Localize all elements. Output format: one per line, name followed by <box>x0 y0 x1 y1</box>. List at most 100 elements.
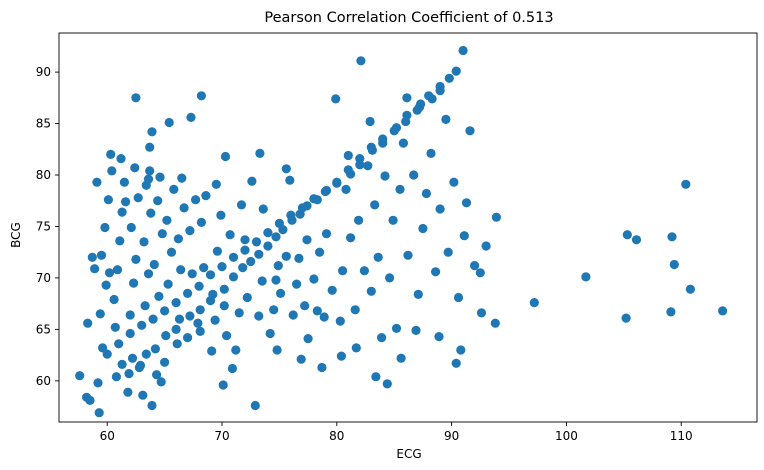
x-tick-label: 100 <box>555 429 578 443</box>
data-point <box>183 288 193 298</box>
data-point <box>166 247 177 257</box>
data-point <box>240 245 250 255</box>
data-point <box>332 177 342 187</box>
data-point <box>309 194 319 204</box>
data-point <box>121 197 131 207</box>
y-axis-label: BCG <box>9 222 23 248</box>
data-point <box>236 200 247 210</box>
data-point <box>343 165 353 175</box>
data-point <box>288 310 298 320</box>
data-point <box>398 138 408 148</box>
data-point <box>312 306 322 316</box>
data-point <box>119 177 129 187</box>
data-point <box>150 344 160 354</box>
data-point <box>669 259 679 270</box>
data-point <box>382 379 392 389</box>
data-point <box>110 322 120 332</box>
data-point <box>111 372 121 382</box>
x-tick-label: 110 <box>670 429 693 443</box>
data-point <box>208 289 218 299</box>
data-point <box>211 179 221 189</box>
data-point <box>199 263 209 273</box>
data-point <box>331 94 341 104</box>
data-point <box>378 134 388 144</box>
data-point <box>456 345 466 355</box>
data-point <box>218 380 228 390</box>
data-point <box>418 223 428 234</box>
data-point <box>431 267 441 277</box>
data-point <box>125 310 135 320</box>
data-point <box>292 279 302 289</box>
data-point <box>157 229 167 239</box>
data-point <box>286 210 296 220</box>
data-point <box>116 154 126 164</box>
x-tick-label: 80 <box>329 429 344 443</box>
data-point <box>174 314 185 324</box>
data-point <box>257 276 267 286</box>
data-point <box>217 262 227 272</box>
data-point <box>343 150 353 161</box>
data-point <box>196 91 206 101</box>
data-point <box>391 323 402 333</box>
y-tick-label: 90 <box>36 65 51 79</box>
data-point <box>154 291 164 301</box>
data-point <box>273 261 283 271</box>
data-point <box>207 346 217 356</box>
plot-frame <box>58 32 758 423</box>
data-point <box>130 163 140 173</box>
data-point <box>238 263 248 273</box>
data-point <box>143 269 154 279</box>
data-point <box>424 91 434 101</box>
data-point <box>491 212 501 222</box>
data-point <box>183 333 193 343</box>
data-point <box>146 208 156 218</box>
data-point <box>222 331 232 341</box>
data-point <box>255 148 265 158</box>
data-point <box>274 218 284 228</box>
data-point <box>143 174 154 184</box>
data-point <box>389 126 399 136</box>
data-point <box>377 333 387 343</box>
data-point <box>94 408 104 418</box>
data-point <box>370 200 380 210</box>
data-point <box>380 171 390 181</box>
data-point <box>185 226 195 236</box>
data-point <box>179 203 189 213</box>
data-point <box>366 142 376 152</box>
data-point <box>117 359 127 369</box>
data-point <box>475 268 485 278</box>
data-point <box>147 127 157 137</box>
data-point <box>581 272 591 282</box>
data-point <box>104 268 115 278</box>
data-point <box>443 247 453 257</box>
data-point <box>336 351 346 361</box>
data-point <box>529 298 539 308</box>
data-point <box>317 362 327 373</box>
data-point <box>451 358 461 368</box>
data-point <box>350 305 360 315</box>
data-point <box>212 246 222 256</box>
data-point <box>396 353 406 363</box>
data-point <box>228 252 239 262</box>
data-point <box>300 301 310 311</box>
y-tick-label: 75 <box>36 219 51 233</box>
data-point <box>250 400 260 411</box>
data-point <box>148 314 158 324</box>
y-tick-label: 65 <box>36 322 51 336</box>
data-point <box>126 222 136 233</box>
data-point <box>265 328 275 339</box>
data-point <box>247 176 257 186</box>
data-point <box>194 281 204 291</box>
data-point <box>147 400 157 411</box>
data-point <box>162 215 172 225</box>
data-point <box>92 177 102 187</box>
data-point <box>216 210 226 220</box>
data-point <box>444 73 454 83</box>
data-point <box>187 269 197 279</box>
data-point <box>191 195 201 205</box>
data-point <box>341 184 351 194</box>
data-point <box>281 251 291 261</box>
data-point <box>139 237 149 247</box>
